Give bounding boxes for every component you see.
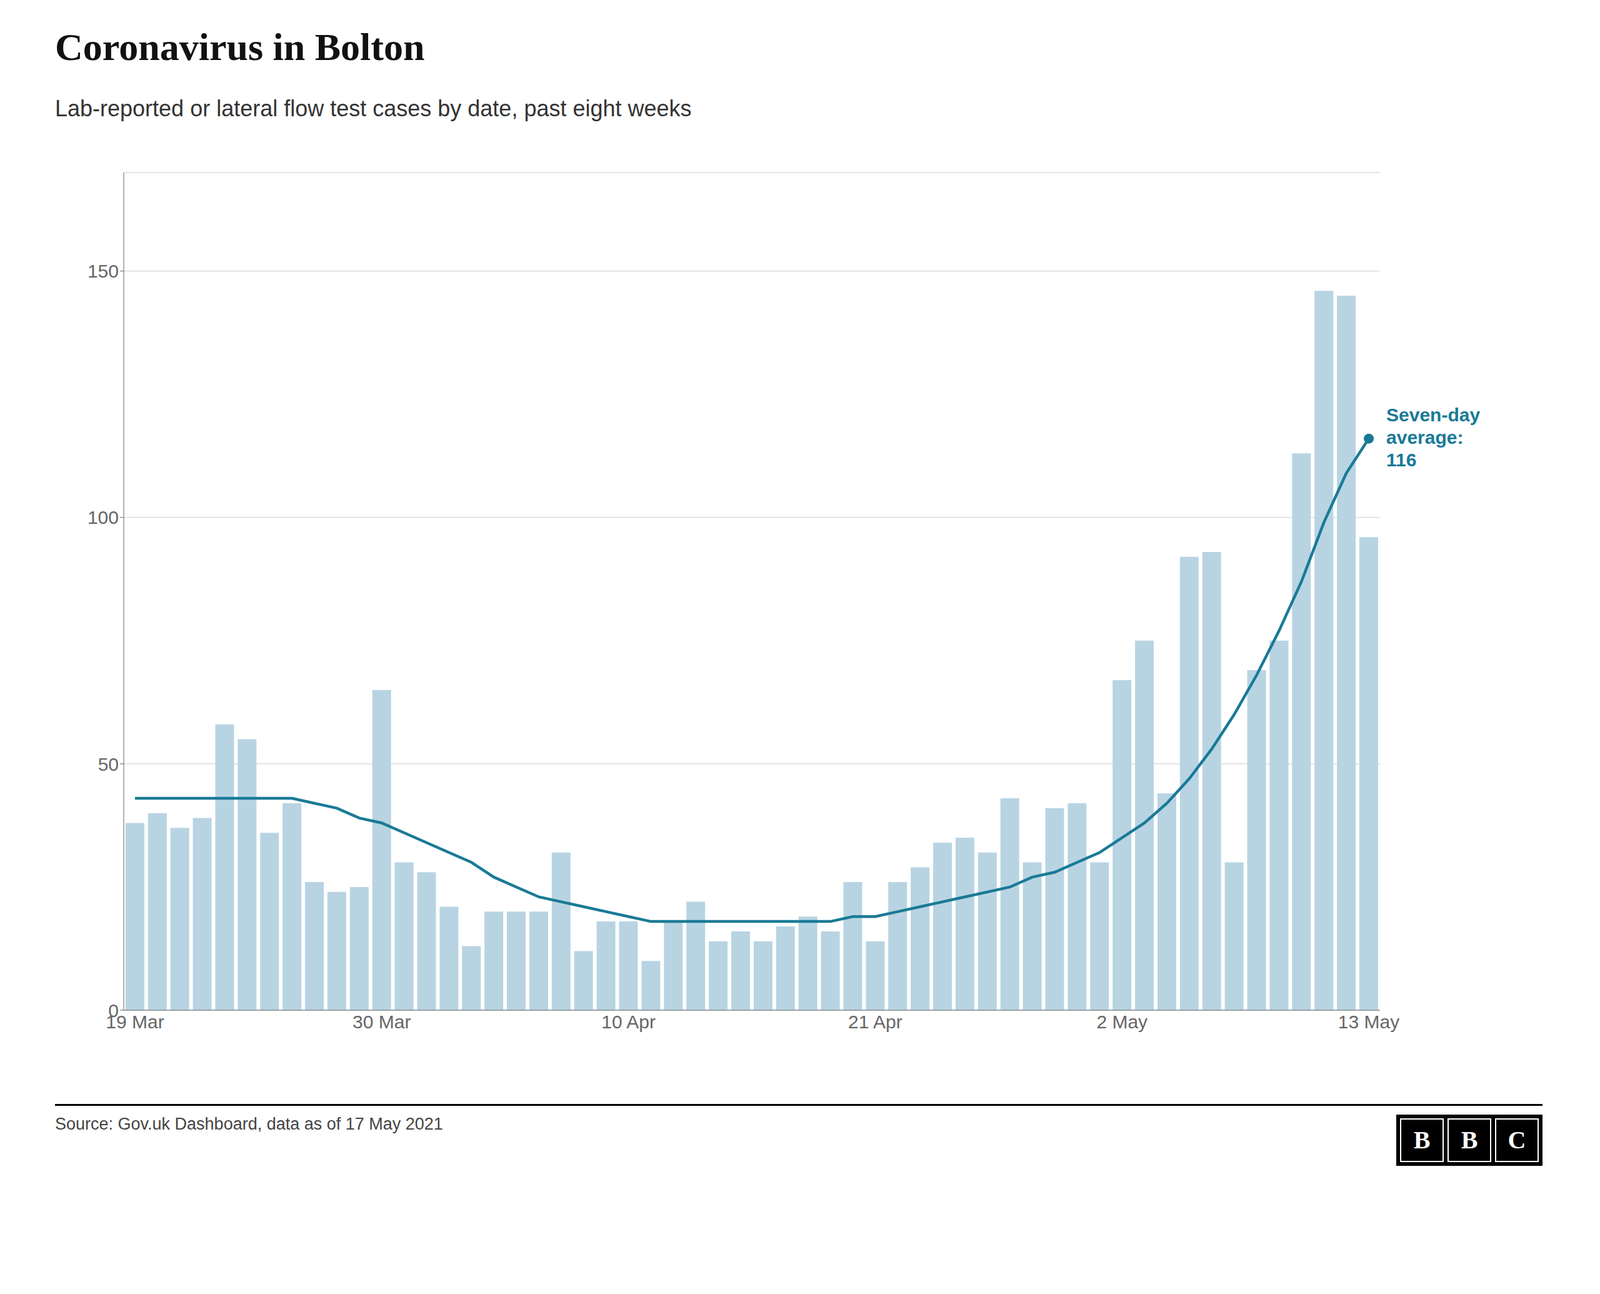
html-text:B: B: [1461, 1125, 1478, 1154]
svg-text:21 Apr: 21 Apr: [848, 1011, 903, 1032]
svg-text:13 May: 13 May: [1338, 1011, 1400, 1032]
html-text:Lab-reported or lateral flow t: Lab-reported or lateral flow test cases …: [55, 95, 692, 122]
svg-text:10 Apr: 10 Apr: [601, 1011, 656, 1032]
html-text:B: B: [1413, 1125, 1431, 1154]
html-text:Coronavirus in Bolton: Coronavirus in Bolton: [55, 25, 425, 69]
svg-text:30 Mar: 30 Mar: [352, 1011, 411, 1032]
svg-text:Seven-dayaverage:116: Seven-dayaverage:116: [1386, 403, 1480, 470]
svg-text:19 Mar: 19 Mar: [105, 1011, 165, 1032]
html-text:Source: Gov.uk Dashboard, data: Source: Gov.uk Dashboard, data as of 17 …: [55, 1114, 444, 1133]
html-text:C: C: [1507, 1125, 1526, 1154]
svg-text:0: 0: [108, 999, 119, 1020]
svg-text:150: 150: [87, 260, 119, 282]
svg-text:50: 50: [98, 753, 119, 774]
svg-text:2 May: 2 May: [1096, 1011, 1148, 1032]
svg-text:100: 100: [87, 506, 119, 528]
